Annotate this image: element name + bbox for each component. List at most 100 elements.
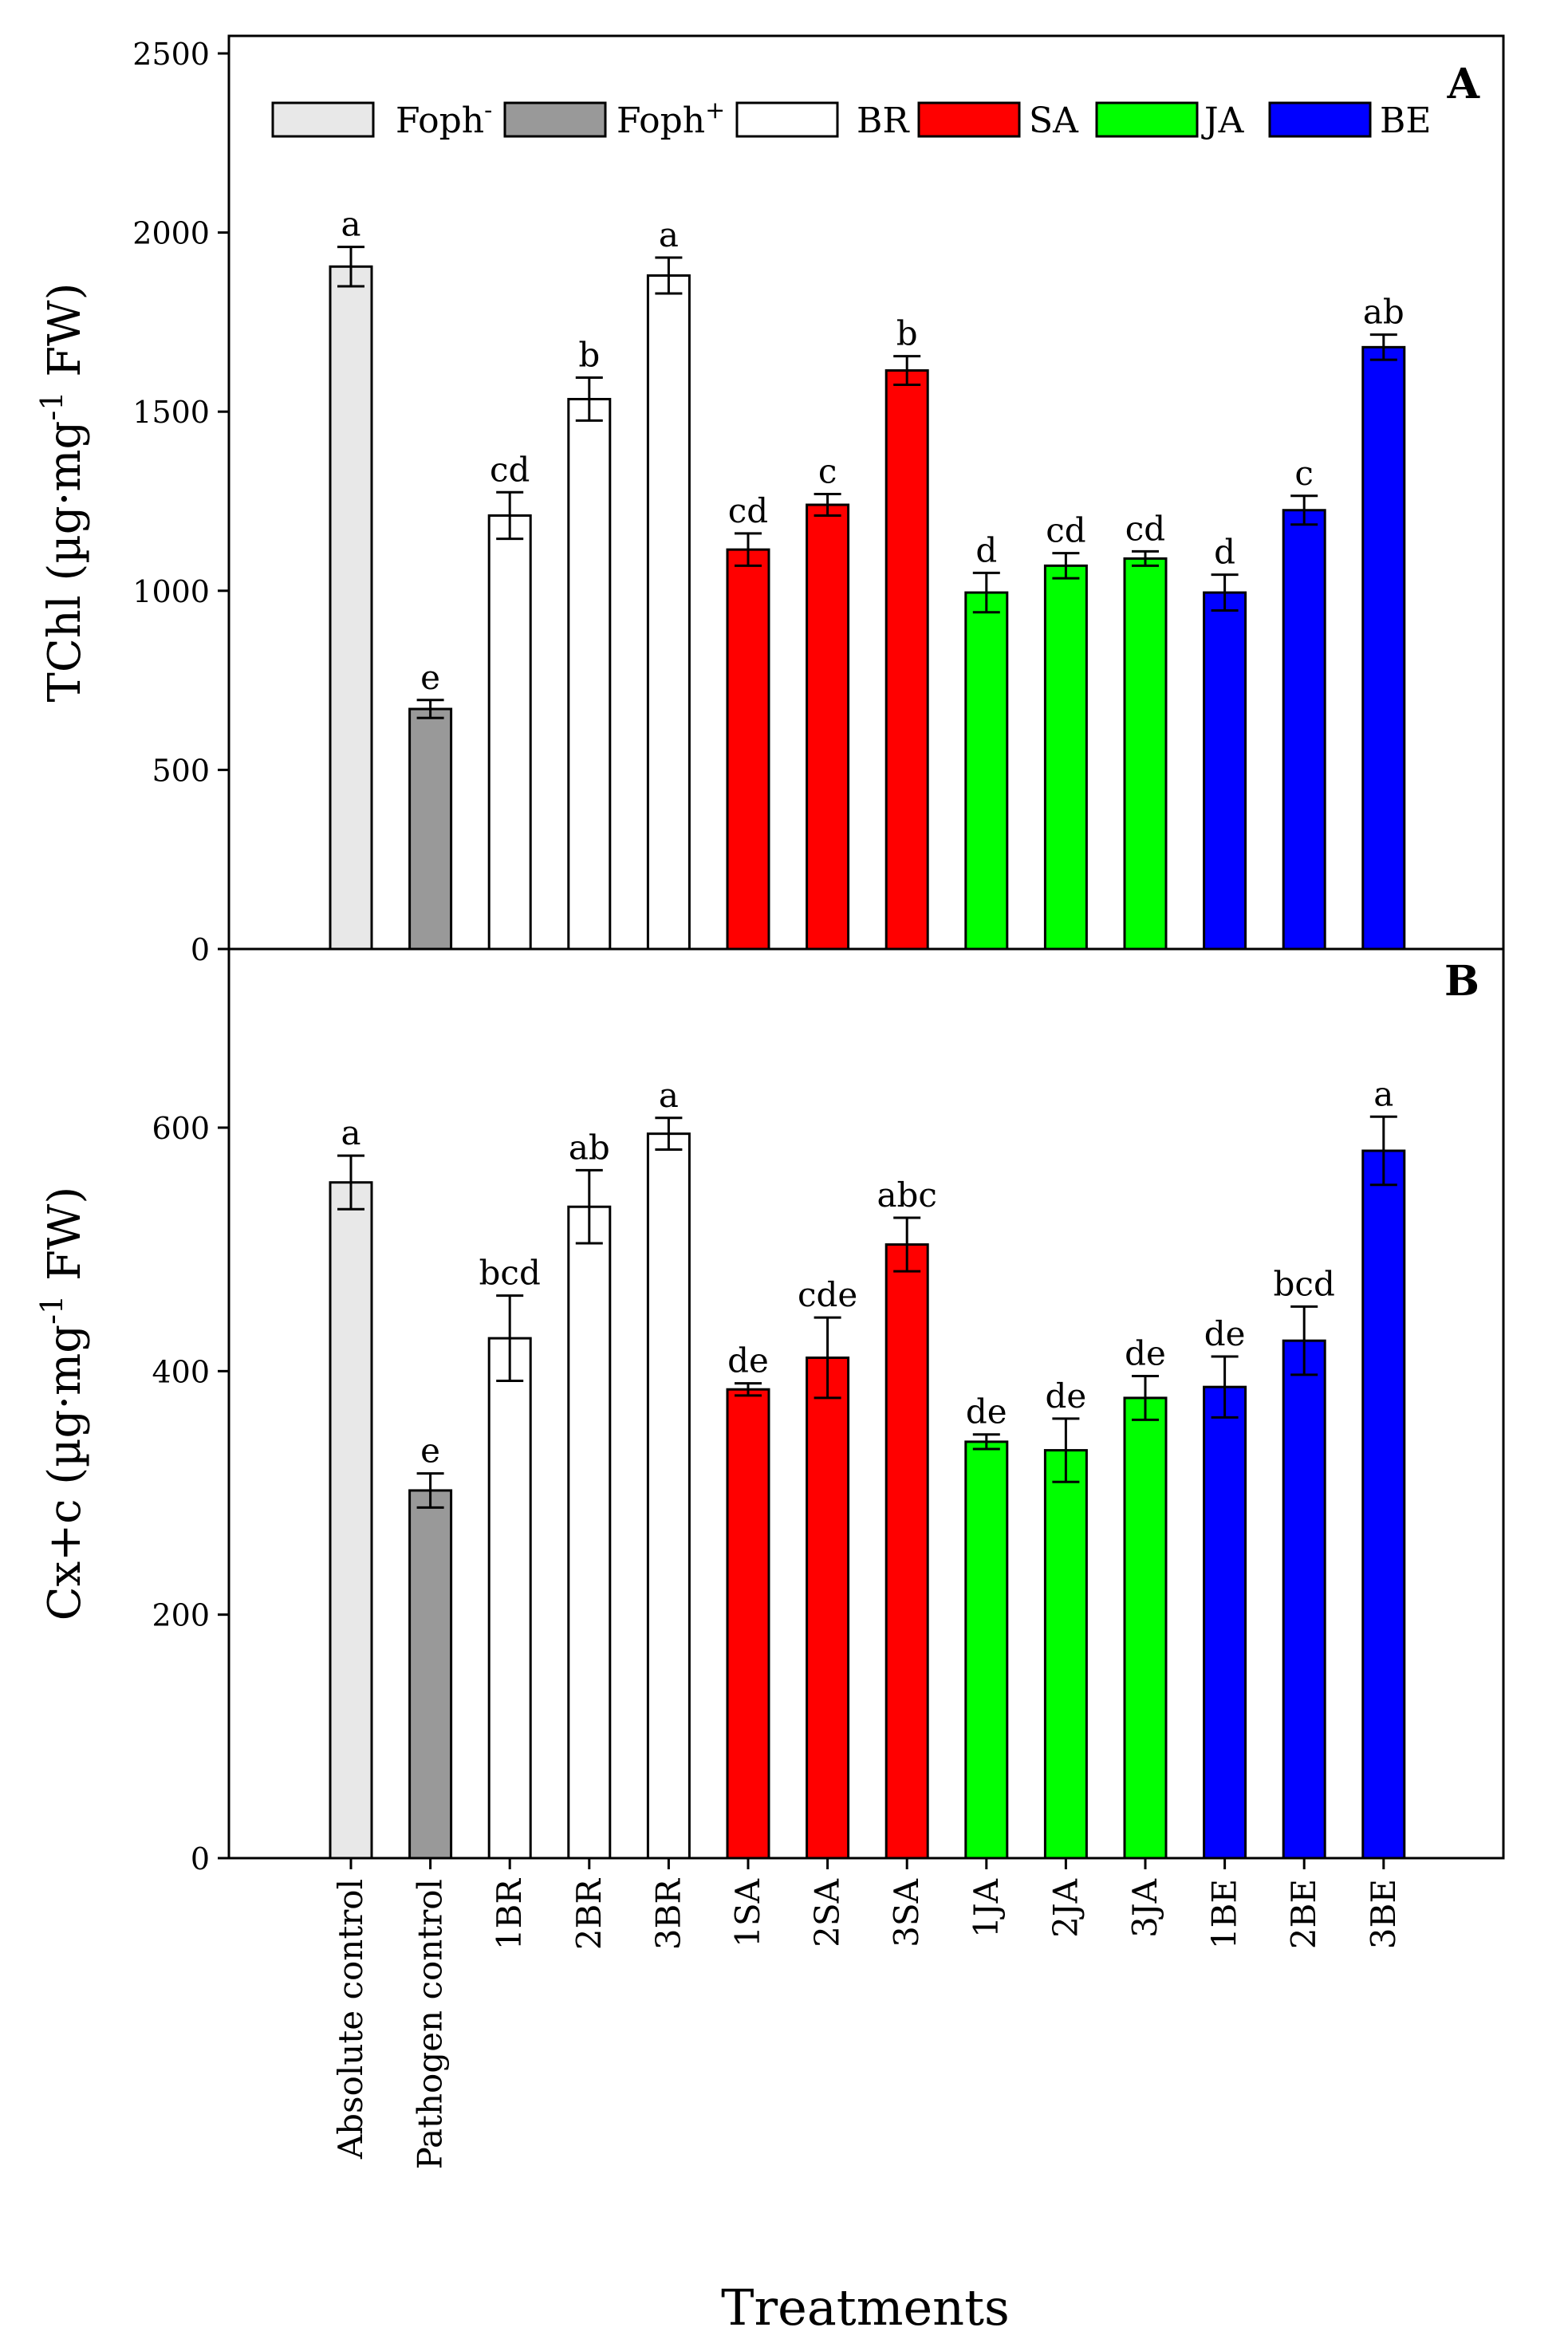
bar [964,591,1009,951]
significance-label: de [1204,1314,1246,1353]
x-tick-label: Pathogen control [411,1879,450,2169]
significance-label: bcd [479,1254,541,1293]
significance-label: b [578,336,600,375]
bar [806,1357,850,1860]
significance-label: bcd [1274,1264,1335,1303]
y-tick-label: 0 [191,932,210,967]
x-tick-label: 1BE [1205,1879,1244,1949]
legend-label: BE [1380,100,1431,141]
panel-a: A 0 500 1000 1500 2000 2500 TChl (µg·mg-1 FW) a e… [34,34,1505,967]
bar [884,369,929,951]
legend-swatch [1095,101,1199,138]
significance-label: a [659,215,679,254]
significance-label: de [727,1341,769,1380]
significance-label: de [1046,1376,1087,1416]
legend: Foph- Foph+ BR SA JA BE [271,96,1431,141]
significance-label: c [818,452,837,491]
y-tick-label: 200 [152,1598,210,1633]
bar [408,707,453,951]
legend-swatch [917,101,1021,138]
significance-label: cd [490,450,530,489]
bar [567,397,612,951]
x-tick-label: 1JA [967,1878,1006,1938]
bar [329,265,373,951]
bar [1361,345,1406,951]
x-tick-label: 2JA [1046,1878,1085,1938]
bar [1203,591,1247,951]
significance-label: b [896,314,918,353]
significance-label: abc [877,1175,936,1215]
y-axis-title: Cx+c (µg·mg-1 FW) [34,1187,91,1620]
legend-swatch [735,101,839,138]
bar [1361,1149,1406,1860]
y-tick-label: 600 [152,1111,210,1146]
significance-label: a [341,205,360,244]
legend-swatch [1268,101,1372,138]
bar [1203,1385,1247,1860]
significance-label: ab [569,1128,610,1167]
plot-frame [227,947,1505,1860]
significance-label: c [1294,454,1314,493]
bar [1123,1396,1168,1860]
bar [646,1132,691,1860]
legend-label: SA [1029,100,1079,141]
legend-label: Foph+ [617,96,725,141]
y-tick-label: 2500 [132,37,210,72]
significance-label: a [341,1113,360,1152]
significance-label: e [420,1431,440,1471]
significance-label: de [1125,1333,1166,1372]
bar [726,1388,770,1860]
legend-label: JA [1201,100,1245,141]
significance-label: cd [1046,511,1085,550]
significance-label: ab [1363,293,1405,332]
y-tick-label: 1000 [132,574,210,609]
y-tick-label: 500 [152,753,210,788]
x-tick-label: 1SA [728,1878,767,1947]
significance-label: d [975,530,997,569]
x-tick-label: 3SA [887,1878,926,1947]
x-tick-label: 3JA [1125,1878,1164,1938]
bar [1123,557,1168,951]
significance-label: cde [798,1275,857,1314]
bar [726,548,770,951]
bar [1043,1449,1088,1860]
x-axis-title: Treatments [721,2278,1010,2337]
y-tick-label: 2000 [132,216,210,251]
x-tick-label: 3BR [648,1878,687,1951]
y-tick-label: 0 [191,1841,210,1876]
bar [408,1489,453,1860]
legend-swatch [503,101,607,138]
bar [329,1181,373,1860]
bar [884,1243,929,1860]
x-tick-label: 2BE [1284,1879,1323,1949]
bar [1282,1339,1326,1860]
y-tick-label: 1500 [132,395,210,430]
significance-label: a [659,1076,679,1115]
panel-letter: A [1447,60,1480,108]
bar [1282,509,1326,951]
x-tick-label: 1BR [490,1878,529,1951]
bar [806,503,850,951]
bar [964,1440,1009,1860]
legend-label: Foph- [396,96,492,141]
significance-label: a [1373,1074,1393,1113]
significance-label: de [966,1392,1007,1431]
bar [646,274,691,951]
bar [487,1337,532,1860]
y-axis-title: TChl (µg·mg-1 FW) [34,283,91,703]
x-tick-label: 2SA [808,1878,847,1947]
significance-label: cd [1125,509,1165,548]
significance-label: d [1214,533,1235,572]
significance-label: e [420,658,440,697]
legend-swatch [271,101,375,138]
x-tick-label: 3BE [1364,1879,1403,1949]
x-tick-label: 2BR [569,1878,609,1951]
bar [1043,564,1088,951]
bar [487,514,532,951]
panel-letter: B [1444,957,1479,1006]
significance-label: cd [728,491,768,530]
legend-label: BR [857,100,910,141]
